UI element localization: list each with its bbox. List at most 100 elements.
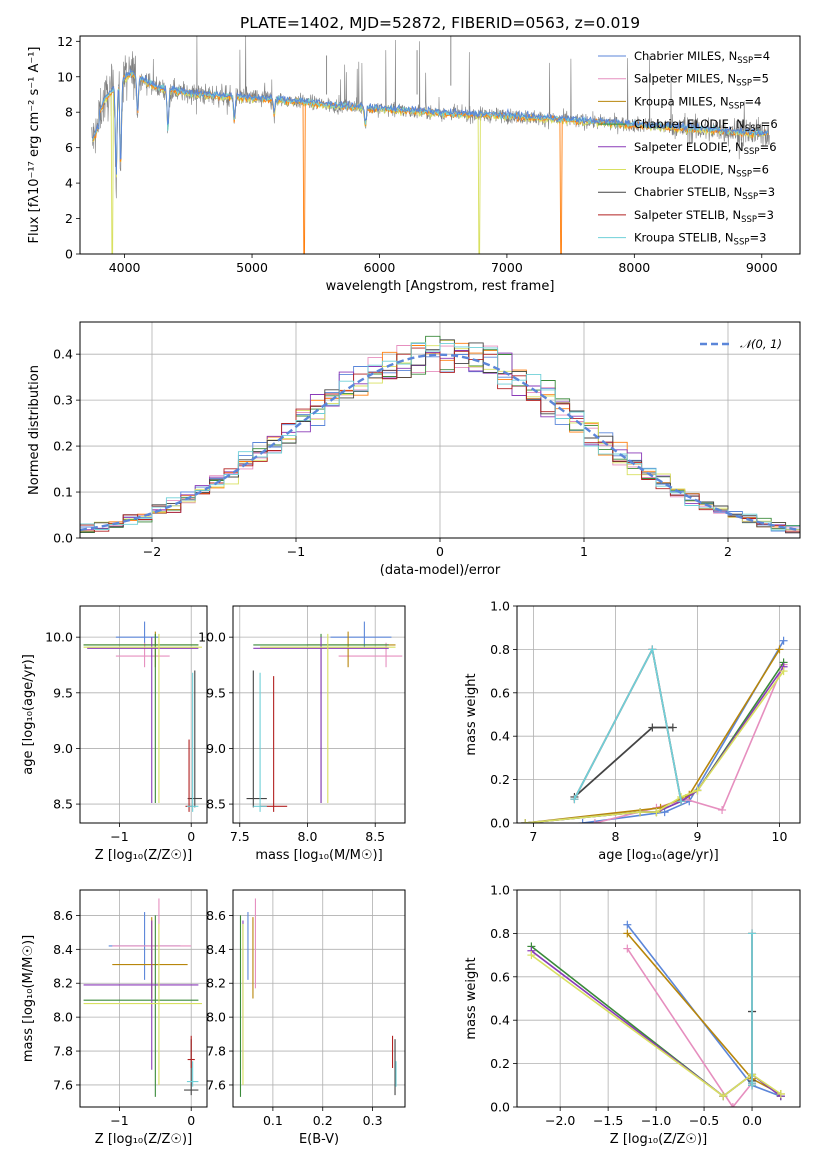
y-tick-label: 0.2	[53, 439, 73, 454]
y-tick-label: 12	[57, 34, 73, 49]
y-tick-label: 7.6	[206, 1077, 226, 1092]
x-tick-label: 4000	[109, 260, 141, 275]
y-tick-label: 0.4	[490, 1013, 510, 1028]
x-tick-label: 1	[580, 544, 588, 559]
y-tick-label: 7.6	[53, 1077, 73, 1092]
y-tick-label: 10.0	[45, 630, 73, 645]
y-tick-label: 8.2	[53, 976, 73, 991]
mass-weight-line	[530, 954, 782, 1098]
mass-weight-line	[573, 646, 682, 802]
x-axis-label: Z [log₁₀(Z/Z☉)]	[95, 1132, 192, 1147]
y-tick-label: 7.8	[206, 1044, 226, 1059]
y-tick-label: 8	[65, 105, 73, 120]
errorbar-point	[112, 917, 188, 999]
axes-frame	[79, 321, 801, 539]
y-tick-label: 8.6	[53, 908, 73, 923]
legend-label: Kroupa MILES, N	[634, 94, 729, 108]
x-tick-label: −1	[110, 829, 128, 844]
legend-label: Chabrier STELIB, N	[634, 185, 742, 199]
axes-frame	[516, 605, 801, 824]
normal-curve	[80, 353, 800, 532]
x-tick-label: 0	[187, 829, 195, 844]
plot-area	[527, 920, 785, 1107]
legend-entry: Chabrier STELIB, NSSP=3	[634, 185, 775, 202]
x-tick-label: 8	[611, 829, 619, 844]
x-tick-label: 8.0	[298, 829, 318, 844]
y-tick-label: 0.6	[490, 685, 510, 700]
plus-marker	[648, 645, 657, 654]
plus-marker	[652, 808, 661, 817]
errorbar-point	[187, 1035, 195, 1069]
x-tick-label: 0	[436, 544, 444, 559]
legend-subscript: SSP	[736, 79, 752, 89]
x-axis-label: age [log₁₀(age/yr)]	[598, 848, 719, 863]
x-axis-label: Z [log₁₀(Z/Z☉)]	[95, 848, 192, 863]
figure-title: PLATE=1402, MJD=52872, FIBERID=0563, z=0…	[240, 14, 640, 32]
x-tick-label: 0	[187, 1113, 195, 1128]
plot-area	[80, 335, 800, 534]
x-tick-label: 0.0	[742, 1113, 762, 1128]
y-tick-label: 0.2	[490, 1056, 510, 1071]
legend-entry: Salpeter STELIB, NSSP=3	[634, 208, 774, 225]
plus-marker	[578, 819, 587, 823]
plus-marker	[648, 723, 657, 732]
legend-label: Kroupa ELODIE, N	[634, 163, 736, 177]
y-tick-label: 9.0	[206, 741, 226, 756]
legend-subscript: SSP	[744, 147, 760, 157]
plot-area	[521, 636, 788, 823]
plus-marker	[775, 645, 784, 654]
legend-tail: =5	[752, 72, 769, 86]
mass-weight-line	[573, 646, 682, 802]
model-spectrum-line	[92, 68, 769, 175]
legend-label: Salpeter STELIB, N	[634, 208, 741, 222]
mass-weight-line	[582, 640, 785, 823]
y-axis-label: age [log₁₀(age/yr)]	[21, 654, 36, 775]
residual-histogram	[80, 347, 800, 532]
plus-marker	[623, 944, 632, 953]
errorbar-point	[246, 670, 267, 808]
plus-marker	[748, 929, 757, 938]
x-tick-label: 9000	[746, 260, 778, 275]
y-tick-label: 2	[65, 211, 73, 226]
plus-marker	[521, 819, 530, 823]
y-tick-label: 1.0	[490, 599, 510, 614]
legend-subscript: SSP	[742, 192, 758, 202]
y-tick-label: 8.5	[53, 797, 73, 812]
axes-frame	[79, 605, 208, 824]
legend-subscript: SSP	[737, 56, 753, 66]
axes-frame	[79, 889, 208, 1108]
plus-marker	[776, 1089, 785, 1098]
errorbar-point	[115, 621, 159, 649]
errorbar-point	[83, 915, 199, 1097]
panel-age-vs-mass: 7.5 8.0 8.5 8.5 9.0 9.5 10.0 mass [log₁₀(M/M☉)]	[198, 605, 406, 863]
panel-mass-weight-vs-age: 7 8 9 10 0.0 0.2 0.4 0.6 0.8 1.0 age [log₁₀(age/yr…	[464, 599, 801, 863]
x-tick-label: 7000	[491, 260, 523, 275]
errorbar-point	[187, 670, 202, 808]
legend-tail: =3	[758, 185, 775, 199]
legend-label: Chabrier MILES, N	[634, 49, 737, 63]
y-tick-label: 0.8	[490, 642, 510, 657]
y-tick-label: 0.2	[490, 772, 510, 787]
axes-frame	[79, 35, 801, 255]
x-tick-label: −2.0	[545, 1113, 575, 1128]
x-tick-label: −1	[110, 1113, 128, 1128]
plus-marker	[660, 808, 669, 817]
mass-weight-line	[626, 948, 753, 1107]
legend-tail: =4	[744, 94, 761, 108]
plus-marker	[590, 819, 599, 823]
errorbar-point	[83, 633, 202, 803]
legend-entry: Kroupa STELIB, NSSP=3	[634, 231, 766, 248]
x-tick-label: 9	[693, 829, 701, 844]
y-tick-label: 10	[57, 69, 73, 84]
x-tick-label: 2	[724, 544, 732, 559]
legend-entry: Chabrier ELODIE, NSSP=6	[634, 117, 778, 134]
legend-tail: =6	[752, 163, 769, 177]
legend-tail: =3	[749, 231, 766, 245]
plus-marker	[779, 636, 788, 645]
y-tick-label: 9.5	[206, 685, 226, 700]
x-tick-label: −1	[287, 544, 305, 559]
plot-area	[246, 621, 403, 812]
y-axis-label: mass weight	[464, 957, 479, 1039]
x-tick-label: 0.1	[263, 1113, 283, 1128]
